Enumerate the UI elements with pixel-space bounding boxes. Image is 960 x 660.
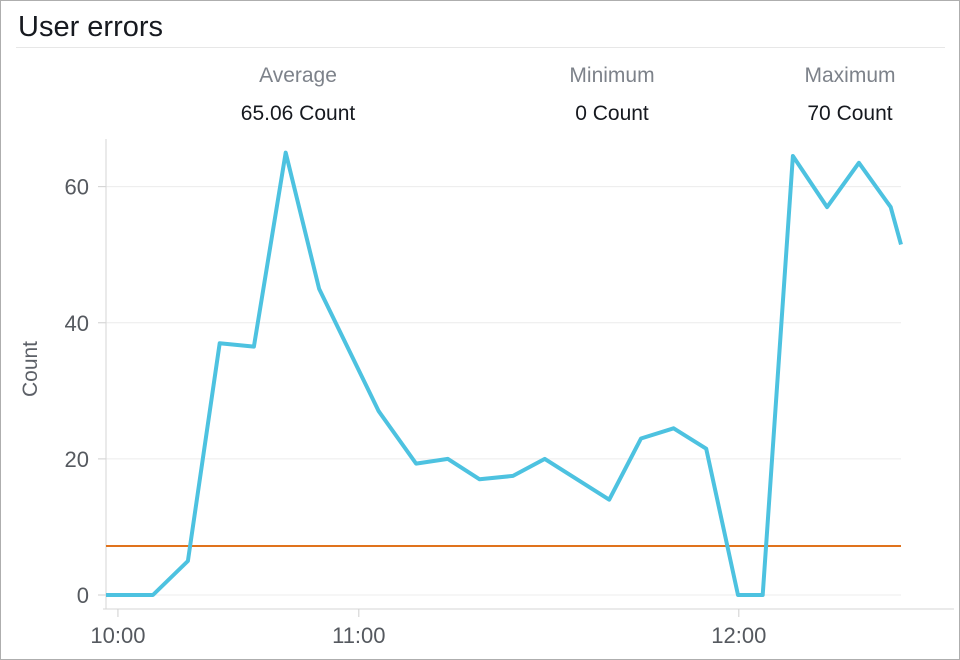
stat-average-value: 65.06 Count (240, 102, 356, 126)
stat-maximum: Maximum 70 Count (804, 63, 895, 126)
stat-maximum-label: Maximum (804, 64, 896, 87)
stat-average: Average 65.06 Count (241, 63, 355, 126)
y-tick-label: 40 (65, 311, 89, 336)
y-axis-title: Count (19, 341, 42, 397)
stat-minimum-label: Minimum (569, 64, 655, 87)
x-tick-label: 12:00 (711, 623, 766, 648)
y-tick-label: 20 (65, 447, 89, 472)
widget-header: User errors (1, 1, 959, 45)
x-tick-label: 11:00 (332, 623, 385, 648)
stat-average-label: Average (259, 64, 337, 87)
stat-minimum-value: 0 Count (575, 102, 649, 126)
stat-maximum-value: 70 Count (807, 102, 893, 126)
user-errors-series-line (106, 150, 903, 597)
y-tick-label: 60 (65, 175, 89, 200)
stat-minimum: Minimum 0 Count (569, 63, 654, 126)
y-tick-label: 0 (77, 583, 89, 608)
widget-title: User errors (18, 11, 164, 43)
header-divider (16, 47, 945, 48)
x-tick-label: 10:00 (90, 623, 145, 648)
